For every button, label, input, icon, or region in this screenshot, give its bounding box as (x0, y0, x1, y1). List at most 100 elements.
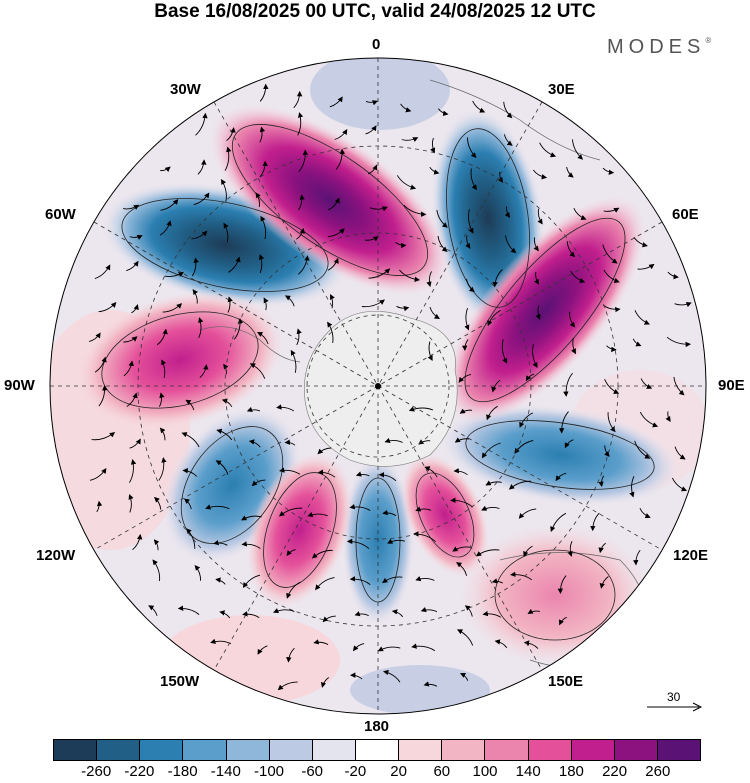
wind-vector (604, 445, 610, 457)
wind-vector (504, 206, 511, 218)
colorbar-tick-label: -60 (301, 763, 324, 780)
wind-vector (96, 500, 103, 513)
wind-vector (378, 472, 397, 482)
lon-label-60e: 60E (672, 206, 699, 223)
bg-pos-patch (160, 615, 340, 705)
wind-vector (88, 332, 101, 342)
wind-vector (459, 408, 473, 414)
wind-vector (482, 610, 501, 618)
ridge-70E (444, 196, 646, 424)
lon-label-60w: 60W (45, 206, 76, 223)
wind-vector (257, 645, 268, 655)
wind-vector (465, 235, 471, 249)
ridge-145W (247, 453, 353, 607)
wind-vector (555, 472, 567, 482)
wind-vector (216, 428, 233, 441)
colorbar-tick-label: -20 (344, 763, 367, 780)
lon-label-120w: 120W (36, 547, 76, 564)
wind-vector (226, 127, 236, 142)
wind-vector (129, 438, 141, 449)
wind-vector (98, 385, 108, 407)
wind-vector (126, 392, 138, 407)
colorbar-swatch (441, 740, 485, 760)
wind-vector (518, 508, 537, 519)
wind-vector (197, 159, 207, 175)
wind-vector (429, 306, 440, 319)
wind-vector (533, 272, 540, 285)
wind-vector (233, 318, 244, 340)
wind-vector (459, 673, 469, 681)
wind-vector (361, 299, 385, 308)
wind-vector (491, 578, 504, 584)
antarctica (304, 310, 458, 467)
reference-vector-label: 30 (667, 690, 681, 704)
wind-vector (558, 616, 567, 626)
wind-vector (313, 639, 329, 645)
wind-vector (257, 331, 269, 345)
wind-vector (259, 254, 265, 274)
wind-vector (123, 336, 138, 343)
wind-vector (566, 166, 574, 178)
wind-vector (508, 480, 532, 490)
wind-vector (286, 549, 296, 557)
wind-vector (335, 148, 346, 170)
wind-vector (525, 373, 535, 382)
wind-vector (400, 103, 412, 113)
indian-ocean-low-100E (440, 404, 680, 506)
wind-vector (491, 379, 501, 393)
wind-vector (290, 349, 297, 373)
wind-vector (427, 341, 433, 362)
wind-vector (296, 328, 302, 346)
wind-vector (355, 471, 370, 477)
lon-label-150e: 150E (548, 673, 584, 690)
wind-vector (532, 344, 538, 368)
colorbar-swatch (311, 740, 355, 760)
wind-vector (286, 581, 301, 599)
wind-vector (186, 528, 196, 549)
wind-vector (223, 222, 229, 243)
wind-vector (571, 337, 576, 355)
ridge-15W (209, 104, 451, 296)
wind-vector (278, 507, 303, 517)
wind-vector (152, 559, 161, 581)
wind-vector (481, 442, 501, 459)
colorbar-tick-label: -140 (210, 763, 241, 780)
wind-vector (349, 576, 371, 585)
wind-vector (164, 271, 184, 277)
ridge-80W (77, 291, 283, 429)
colorbar-tick-label: 180 (558, 763, 584, 780)
lon-label-120e: 120E (673, 547, 709, 564)
wind-vector (468, 209, 474, 234)
wind-vector (194, 565, 201, 581)
wind-vector (221, 398, 233, 408)
lon-label-0: 0 (372, 36, 381, 53)
wind-vector (674, 446, 686, 460)
wind-vector (327, 321, 334, 343)
wind-vector (255, 192, 261, 208)
colorbar-swatch (656, 740, 701, 760)
wind-vector (438, 108, 449, 116)
wind-vector (334, 129, 348, 140)
wind-vector (346, 538, 370, 550)
wind-vector (242, 574, 261, 589)
wind-vector (569, 311, 576, 328)
wind-vector (632, 338, 642, 347)
wind-vector (248, 439, 261, 448)
wind-vector (369, 206, 388, 212)
wind-vector (423, 681, 438, 687)
wind-vector (633, 236, 648, 248)
wind-vector (453, 468, 468, 476)
wind-vector (383, 669, 401, 683)
wind-vector (263, 297, 269, 311)
wind-vector (367, 164, 378, 175)
wind-vector (241, 541, 261, 549)
wind-vector (129, 235, 143, 240)
wind-vector (242, 611, 260, 618)
reference-arrow-icon (647, 702, 703, 712)
wind-vector (487, 310, 501, 327)
colorbar-tick-label: 20 (390, 763, 407, 780)
wind-vector (177, 605, 200, 615)
wind-vector (639, 508, 651, 519)
wind-vector (311, 549, 333, 559)
